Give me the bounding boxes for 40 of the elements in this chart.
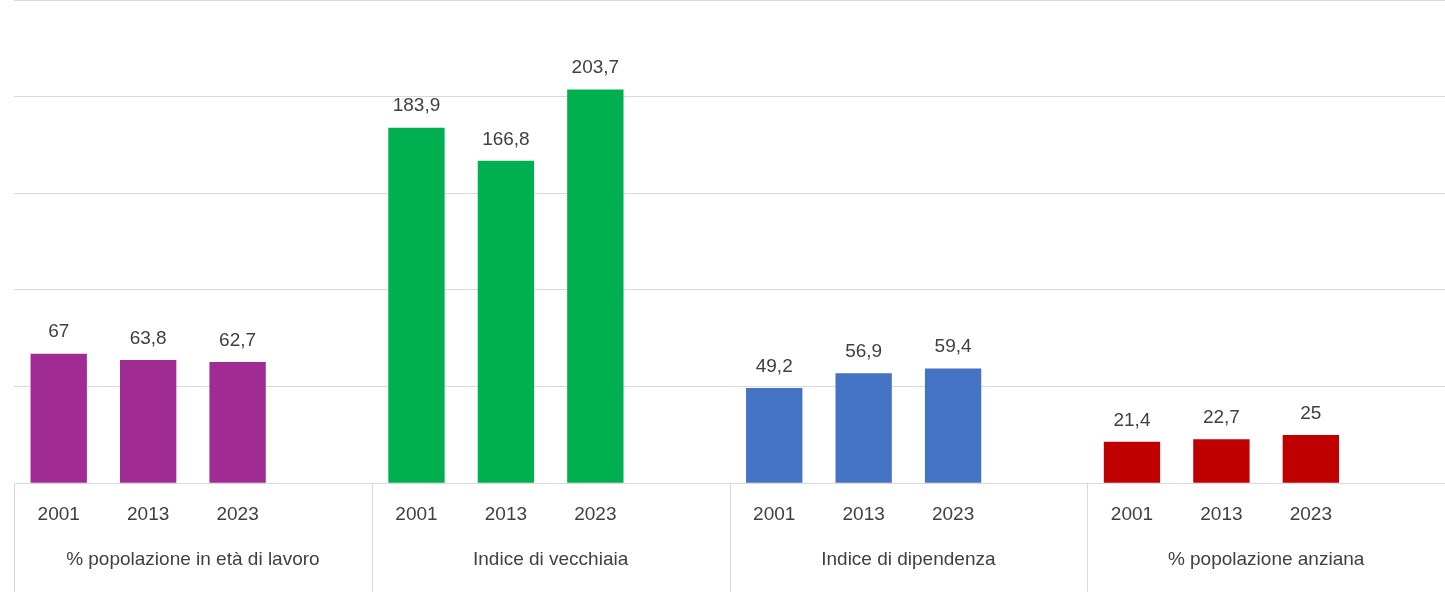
bar: [567, 89, 624, 483]
text: % popolazione in età di lavoro: [66, 548, 320, 570]
bar: [1282, 434, 1340, 483]
bar: [209, 362, 266, 483]
bar: [746, 388, 803, 483]
bar: [119, 359, 177, 483]
x-tick-label: 2023: [1289, 502, 1332, 524]
x-tick-label: 2013: [842, 502, 885, 524]
bar: [1193, 439, 1250, 483]
x-tick-label: 2023: [931, 502, 975, 524]
data-label: 67: [48, 320, 70, 342]
x-tick-label: 2023: [216, 502, 259, 524]
x-tick-label: 2001: [395, 502, 438, 524]
data-label: 63,8: [129, 326, 167, 348]
text: Indice di vecchiaia: [472, 548, 629, 570]
x-tick-label: 2013: [1200, 502, 1243, 524]
data-label: 166,8: [482, 127, 530, 149]
x-tick-label: 2001: [37, 502, 80, 524]
bar: [388, 127, 445, 483]
data-label: 49,2: [755, 354, 793, 376]
bar: [1103, 441, 1161, 483]
text: % popolazione anziana: [1167, 548, 1365, 570]
data-label: 21,4: [1113, 408, 1151, 430]
bar: [835, 373, 892, 483]
bar: [30, 353, 87, 483]
data-label: 25: [1300, 401, 1322, 423]
x-tick-label: 2001: [753, 502, 796, 524]
data-label: 183,9: [392, 94, 441, 116]
bar: [924, 368, 982, 483]
bar: [477, 160, 535, 483]
x-tick-label: 2023: [574, 502, 617, 524]
x-tick-label: 2013: [127, 502, 170, 524]
x-tick-label: 2001: [1110, 502, 1154, 524]
text: Indice di dipendenza: [821, 548, 996, 570]
data-label: 22,7: [1202, 406, 1240, 428]
data-label: 59,4: [934, 335, 973, 357]
data-label: 62,7: [219, 328, 257, 350]
data-label: 203,7: [571, 56, 620, 78]
x-tick-label: 2013: [484, 502, 528, 524]
data-label: 56,9: [845, 339, 883, 361]
